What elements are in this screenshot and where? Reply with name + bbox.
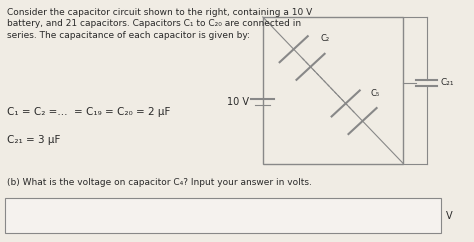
Text: Consider the capacitor circuit shown to the right, containing a 10 V
battery, an: Consider the capacitor circuit shown to … <box>8 8 313 40</box>
Text: C₂: C₂ <box>321 34 330 43</box>
Text: V: V <box>446 211 452 220</box>
Text: C₂₁: C₂₁ <box>441 78 454 87</box>
Bar <box>263 17 403 164</box>
Text: C₅: C₅ <box>371 89 380 98</box>
Text: (b) What is the voltage on capacitor C₄? Input your answer in volts.: (b) What is the voltage on capacitor C₄?… <box>8 178 312 187</box>
Text: C₂₁ = 3 μF: C₂₁ = 3 μF <box>8 135 61 145</box>
Text: C₁ = C₂ =...  = C₁₉ = C₂₀ = 2 μF: C₁ = C₂ =... = C₁₉ = C₂₀ = 2 μF <box>8 107 171 117</box>
FancyBboxPatch shape <box>5 198 441 233</box>
Text: 10 V: 10 V <box>227 97 249 107</box>
